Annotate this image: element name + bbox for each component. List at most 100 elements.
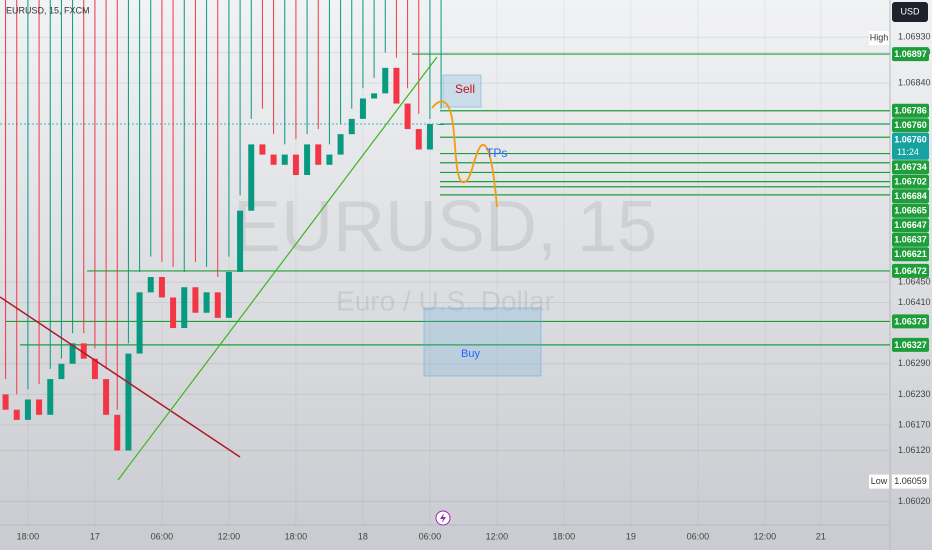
candle-body	[225, 271, 232, 318]
candle-body	[103, 379, 110, 415]
candle-body	[13, 409, 20, 420]
candle-body	[371, 93, 378, 99]
currency-label[interactable]: USD	[900, 6, 920, 16]
candle-body	[393, 67, 400, 104]
candle-body	[114, 414, 121, 451]
high-label: High	[870, 32, 889, 42]
high-box	[869, 31, 889, 46]
buy-zone	[423, 307, 542, 377]
x-tick-label: 18	[358, 531, 368, 541]
price-tag	[892, 118, 929, 133]
candle-body	[80, 343, 87, 359]
price-tag	[892, 314, 929, 329]
watermark-subtitle: Euro / U.S. Dollar	[336, 285, 554, 316]
candle-body	[69, 343, 76, 364]
candle-body	[91, 358, 98, 380]
candle-body	[415, 129, 422, 150]
price-tag-label: 1.06327	[894, 340, 927, 350]
candle-body	[270, 154, 277, 165]
x-tick-label: 12:00	[754, 531, 777, 541]
x-tick-label: 06:00	[151, 531, 174, 541]
y-tick-label: 1.06230	[898, 389, 931, 399]
price-tag	[892, 160, 929, 175]
price-tag-label: 1.06897	[894, 49, 927, 59]
price-tag-label: 1.06734	[894, 162, 927, 172]
y-tick-label: 1.06290	[898, 358, 931, 368]
countdown-label: 11:24	[897, 147, 919, 157]
price-tag-label: 1.06684	[894, 191, 927, 201]
y-tick-label: 1.06170	[898, 419, 931, 429]
candle-body	[382, 67, 389, 94]
x-tick-label: 18:00	[553, 531, 576, 541]
x-tick-label: 19	[626, 531, 636, 541]
price-tag	[892, 203, 929, 218]
price-tag-label: 1.06472	[894, 266, 927, 276]
x-tick-label: 18:00	[17, 531, 40, 541]
price-tag-label: 1.06702	[894, 177, 927, 187]
price-tag-label: 1.06647	[894, 220, 927, 230]
current-price-label: 1.06760	[894, 135, 927, 145]
events-icon-bolt	[440, 513, 446, 523]
x-tick-label: 21	[816, 531, 826, 541]
price-tag	[892, 47, 929, 62]
price-tag	[892, 263, 929, 278]
price-tag	[892, 103, 929, 118]
tps-label: TPs	[486, 146, 507, 160]
candle-body	[158, 277, 165, 298]
candle-body	[170, 297, 177, 329]
candle-body	[304, 144, 311, 175]
trendline-red	[0, 296, 241, 458]
sell-label: Sell	[455, 82, 475, 96]
x-tick-label: 18:00	[285, 531, 308, 541]
candle-body	[426, 123, 433, 150]
candle-body	[192, 287, 199, 313]
candle-body	[125, 353, 132, 451]
trendline-green	[117, 56, 438, 481]
candle-body	[147, 277, 154, 293]
candle-body	[281, 154, 288, 165]
candle-body	[259, 144, 266, 155]
y-tick-label: 1.06410	[898, 297, 931, 307]
price-tag-label: 1.06786	[894, 106, 927, 116]
candle-body	[181, 287, 188, 329]
x-tick-label: 06:00	[687, 531, 710, 541]
x-tick-label: 12:00	[218, 531, 241, 541]
candle-body	[36, 399, 43, 415]
candle-body	[326, 154, 333, 165]
candle-body	[47, 379, 54, 415]
y-tick-label: 1.06450	[898, 277, 931, 287]
low-label: Low	[871, 476, 888, 486]
candle-body	[237, 210, 244, 272]
price-tag	[892, 337, 929, 352]
price-tag	[892, 232, 929, 247]
y-tick-label: 1.06020	[898, 496, 931, 506]
low-box	[869, 474, 889, 489]
candle-body	[203, 292, 210, 313]
price-tag-label: 1.06760	[894, 120, 927, 130]
projection-path	[431, 100, 498, 208]
y-tick-label: 1.06120	[898, 445, 931, 455]
x-tick-label: 06:00	[419, 531, 442, 541]
price-tag-label: 1.06373	[894, 316, 927, 326]
currency-button[interactable]	[892, 2, 928, 22]
candle-body	[315, 144, 322, 165]
watermark: EURUSD, 15	[233, 187, 657, 267]
price-tag-label: 1.06621	[894, 249, 927, 259]
candle-body	[359, 98, 366, 119]
candle-body	[214, 292, 221, 318]
candle-body	[337, 134, 344, 155]
x-tick-label: 12:00	[486, 531, 509, 541]
candle-body	[348, 118, 355, 135]
candle-body	[438, 123, 445, 125]
y-tick-label: 1.06930	[898, 32, 931, 42]
sell-zone	[442, 74, 482, 108]
candle-body	[24, 399, 31, 420]
x-tick-label: 17	[90, 531, 100, 541]
candle-body	[58, 363, 65, 380]
price-tag-label: 1.06665	[894, 206, 927, 216]
price-tag	[892, 218, 929, 233]
candle-body	[292, 154, 299, 175]
buy-label: Buy	[461, 348, 480, 360]
price-tag	[892, 189, 929, 204]
